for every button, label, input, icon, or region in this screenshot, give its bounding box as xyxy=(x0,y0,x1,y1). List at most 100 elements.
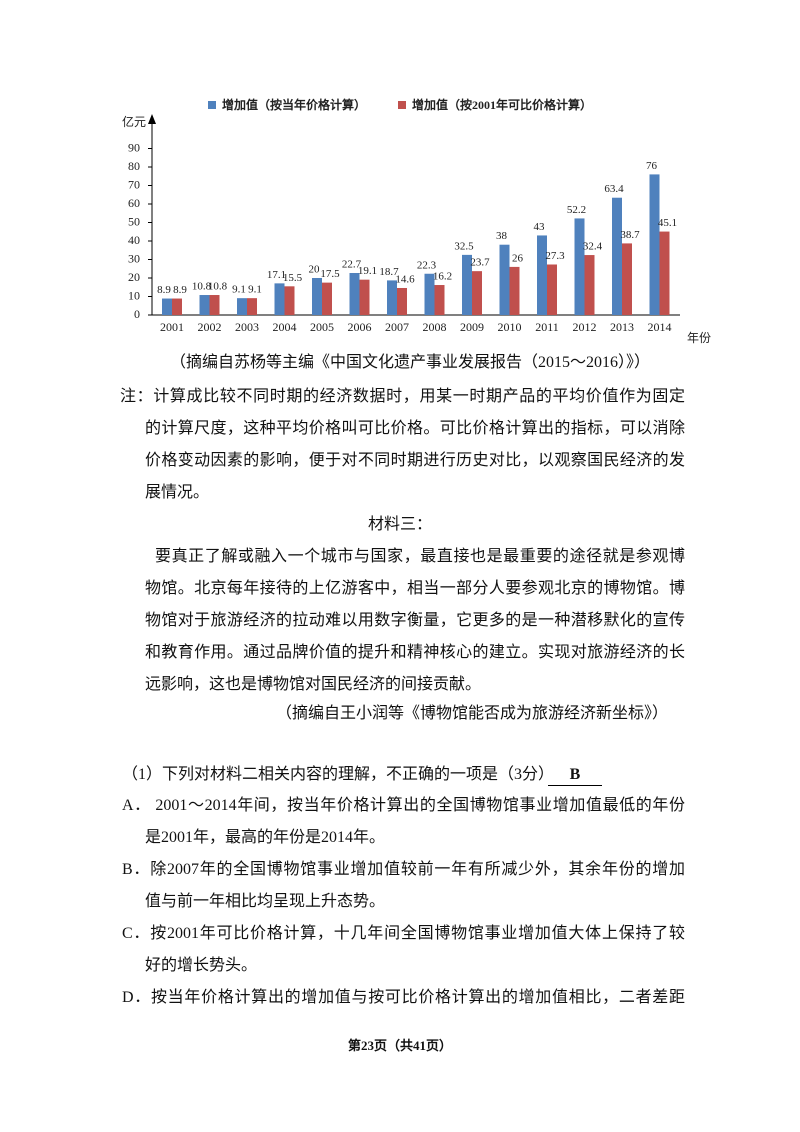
bar xyxy=(209,295,220,315)
bar xyxy=(322,282,332,315)
bar xyxy=(172,298,182,315)
note-line: 价格变动因素的影响，便于对不同时期进行历史对比，以观察国民经济的发 xyxy=(145,452,685,469)
bar xyxy=(434,285,445,315)
data-label: 19.1 xyxy=(358,265,377,277)
bar xyxy=(274,283,285,315)
material-source: （摘编自王小润等《博物馆能否成为旅游经济新坐标》） xyxy=(275,705,668,722)
data-label: 18.7 xyxy=(379,266,399,278)
bar xyxy=(574,218,585,315)
note-line: 展情况。 xyxy=(145,484,210,501)
data-label: 16.2 xyxy=(433,271,452,283)
x-tick-label: 2001 xyxy=(160,320,184,334)
chart: 亿元 年份 0 10 20 30 40 50 60 70 80 90 增加值（按当年价格计算） 增加值… xyxy=(122,97,711,345)
x-tick-label: 2005 xyxy=(310,320,334,334)
data-label: 22.3 xyxy=(417,259,437,271)
x-tick-label: 2012 xyxy=(573,320,597,334)
paragraph-line: 要真正了解或融入一个城市与国家，最直接也是最重要的途径就是参观博 xyxy=(155,548,685,565)
bar xyxy=(199,295,210,315)
question-stem: （1）下列对材料二相关内容的理解，不正确的一项是（3分） xyxy=(122,766,555,783)
x-tick-label: 2009 xyxy=(460,320,484,334)
x-tick-label: 2002 xyxy=(198,320,222,334)
legend-swatch xyxy=(398,101,406,109)
y-tick-label: 70 xyxy=(128,177,140,191)
y-unit: 亿元 xyxy=(122,114,146,129)
data-label: 52.2 xyxy=(567,204,586,216)
data-label: 23.7 xyxy=(470,257,490,269)
bar xyxy=(312,278,322,315)
bar xyxy=(424,273,435,315)
x-tick-label: 2003 xyxy=(235,320,259,334)
bar xyxy=(622,243,632,315)
axis-arrow xyxy=(148,114,156,124)
bar xyxy=(397,287,407,315)
data-label: 22.7 xyxy=(342,259,362,271)
data-label: 43 xyxy=(534,221,546,233)
answer: B xyxy=(548,765,602,786)
data-label: 17.1 xyxy=(267,269,286,281)
bar xyxy=(659,231,670,315)
bar xyxy=(359,279,370,315)
section-title: 材料三： xyxy=(368,516,433,533)
bar xyxy=(537,235,547,315)
x-tick-label: 2011 xyxy=(535,320,559,334)
bar xyxy=(462,254,472,315)
data-label: 32.5 xyxy=(454,240,474,252)
data-label: 27.3 xyxy=(545,250,565,262)
y-tick-label: 40 xyxy=(128,233,140,247)
bar xyxy=(247,298,257,315)
data-label: 32.4 xyxy=(583,241,603,253)
paragraph-line: 和教育作用。通过品牌价值的提升和精神核心的建立。实现对旅游经济的长 xyxy=(145,644,685,661)
x-tick-label: 2008 xyxy=(423,320,447,334)
data-label: 8.9 xyxy=(157,284,171,296)
x-tick-label: 2007 xyxy=(385,320,409,334)
data-label: 76 xyxy=(646,160,658,172)
y-tick-label: 60 xyxy=(128,196,140,210)
paragraph-line: 远影响，这也是博物馆对国民经济的间接贡献。 xyxy=(145,676,482,693)
note-line: 的计算尺度，这种平均价格叫可比价格。可比价格计算出的指标，可以消除 xyxy=(145,420,685,437)
legend-swatch xyxy=(208,101,216,109)
bar xyxy=(649,174,660,315)
data-label: 15.5 xyxy=(283,272,303,284)
y-tick-label: 30 xyxy=(128,251,140,265)
x-tick-label: 2006 xyxy=(348,320,372,334)
data-label: 45.1 xyxy=(658,217,677,229)
bar xyxy=(472,271,482,315)
data-label: 17.5 xyxy=(320,268,340,280)
paragraph-line: 物馆。北京每年接待的上亿游客中，相当一部分人要参观北京的博物馆。博 xyxy=(145,580,685,597)
bar xyxy=(284,286,295,315)
option-line: A． 2001～2014年间，按当年价格计算出的全国博物馆事业增加值最低的年份 xyxy=(122,797,685,814)
data-label: 26 xyxy=(512,252,524,264)
x-tick-label: 2004 xyxy=(273,320,297,334)
x-tick-label: 2013 xyxy=(610,320,634,334)
bar xyxy=(349,273,360,315)
page-footer: 第23页（共41页） xyxy=(347,1038,452,1053)
note-line: 注：计算成比较不同时期的经济数据时，用某一时期产品的平均价值作为固定 xyxy=(120,388,685,405)
data-label: 38 xyxy=(496,230,508,242)
x-tick-label: 2010 xyxy=(498,320,522,334)
bar xyxy=(237,298,247,315)
data-label: 10.8 xyxy=(208,281,228,293)
data-label: 9.1 xyxy=(248,284,262,296)
bar xyxy=(509,266,520,315)
y-tick-label: 90 xyxy=(128,140,140,154)
data-label: 10.8 xyxy=(192,281,212,293)
bar xyxy=(612,197,622,315)
data-label: 14.6 xyxy=(395,274,415,286)
bar xyxy=(584,255,595,315)
x-unit: 年份 xyxy=(687,331,711,345)
data-label: 9.1 xyxy=(232,284,246,296)
option-line: C．按2001年可比价格计算，十几年间全国博物馆事业增加值大体上保持了较 xyxy=(122,925,685,942)
data-label: 38.7 xyxy=(620,229,640,241)
option-line: B．除2007年的全国博物馆事业增加值较前一年有所减少外，其余年份的增加 xyxy=(122,861,685,878)
y-tick-label: 20 xyxy=(128,270,140,284)
y-tick-label: 50 xyxy=(128,214,140,228)
option-line: 是2001年，最高的年份是2014年。 xyxy=(145,829,386,846)
y-tick-label: 0 xyxy=(134,307,140,321)
bar xyxy=(387,280,397,315)
legend-label: 增加值（按2001年可比价格计算） xyxy=(412,97,592,112)
bar xyxy=(547,264,557,315)
data-label: 8.9 xyxy=(173,284,187,296)
option-line: 好的增长势头。 xyxy=(145,957,258,974)
y-tick-label: 80 xyxy=(128,159,140,173)
